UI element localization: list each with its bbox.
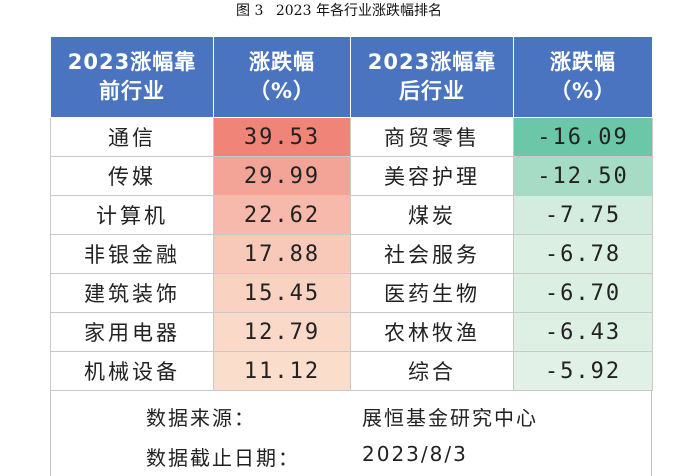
bottom-change-cell: -6.43 bbox=[513, 312, 653, 352]
header-bottom-industry: 2023涨幅靠后行业 bbox=[350, 36, 514, 118]
top-change-cell: 11.12 bbox=[213, 351, 351, 391]
top-change-cell: 12.79 bbox=[213, 312, 351, 352]
bottom-change-cell: -6.70 bbox=[513, 273, 653, 313]
top-change-cell: 39.53 bbox=[213, 117, 351, 157]
table-row: 建筑装饰 15.45 医药生物 -6.70 bbox=[50, 273, 653, 313]
table-row: 传媒 29.99 美容护理 -12.50 bbox=[50, 156, 653, 196]
header-top-change: 涨跌幅（%） bbox=[213, 36, 351, 118]
industry-ranking-table: 2023涨幅靠前行业 涨跌幅（%） 2023涨幅靠后行业 涨跌幅（%） 通信 39… bbox=[50, 36, 653, 391]
top-industry-cell: 通信 bbox=[50, 117, 214, 157]
top-change-cell: 17.88 bbox=[213, 234, 351, 274]
bottom-industry-cell: 医药生物 bbox=[350, 273, 514, 313]
top-change-cell: 22.62 bbox=[213, 195, 351, 235]
table-row: 计算机 22.62 煤炭 -7.75 bbox=[50, 195, 653, 235]
top-industry-cell: 机械设备 bbox=[50, 351, 214, 391]
top-industry-cell: 传媒 bbox=[50, 156, 214, 196]
top-industry-cell: 计算机 bbox=[50, 195, 214, 235]
bottom-industry-cell: 商贸零售 bbox=[350, 117, 514, 157]
date-label: 数据截止日期： bbox=[146, 446, 300, 470]
bottom-change-cell: -5.92 bbox=[513, 351, 653, 391]
source-label: 数据来源： bbox=[146, 406, 256, 430]
table-header-row: 2023涨幅靠前行业 涨跌幅（%） 2023涨幅靠后行业 涨跌幅（%） bbox=[50, 36, 653, 118]
header-bottom-change: 涨跌幅（%） bbox=[513, 36, 653, 118]
bottom-industry-cell: 社会服务 bbox=[350, 234, 514, 274]
top-change-cell: 29.99 bbox=[213, 156, 351, 196]
source-value: 展恒基金研究中心 bbox=[362, 406, 538, 430]
table-row: 非银金融 17.88 社会服务 -6.78 bbox=[50, 234, 653, 274]
table-row: 通信 39.53 商贸零售 -16.09 bbox=[50, 117, 653, 157]
table-row: 家用电器 12.79 农林牧渔 -6.43 bbox=[50, 312, 653, 352]
figure-number: 图 3 bbox=[236, 3, 264, 19]
bottom-change-cell: -7.75 bbox=[513, 195, 653, 235]
bottom-change-cell: -16.09 bbox=[513, 117, 653, 157]
top-industry-cell: 家用电器 bbox=[50, 312, 214, 352]
date-value: 2023/8/3 bbox=[362, 442, 468, 466]
figure-title: 2023 年各行业涨跌幅排名 bbox=[275, 3, 442, 19]
bottom-industry-cell: 美容护理 bbox=[350, 156, 514, 196]
header-top-industry: 2023涨幅靠前行业 bbox=[50, 36, 214, 118]
bottom-industry-cell: 煤炭 bbox=[350, 195, 514, 235]
figure-caption: 图 3 2023 年各行业涨跌幅排名 bbox=[0, 0, 678, 22]
bottom-industry-cell: 农林牧渔 bbox=[350, 312, 514, 352]
bottom-change-cell: -6.78 bbox=[513, 234, 653, 274]
bottom-change-cell: -12.50 bbox=[513, 156, 653, 196]
top-change-cell: 15.45 bbox=[213, 273, 351, 313]
top-industry-cell: 非银金融 bbox=[50, 234, 214, 274]
top-industry-cell: 建筑装饰 bbox=[50, 273, 214, 313]
table-row: 机械设备 11.12 综合 -5.92 bbox=[50, 351, 653, 391]
bottom-industry-cell: 综合 bbox=[350, 351, 514, 391]
